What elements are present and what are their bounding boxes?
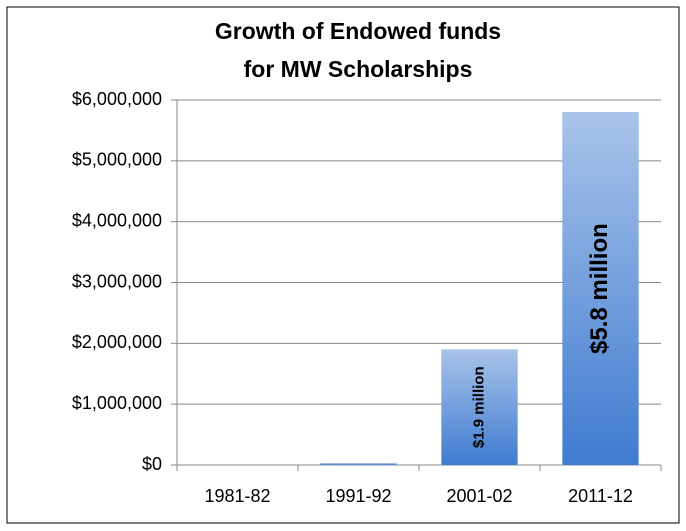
x-tick-label: 1991-92 [325,486,391,506]
y-tick-label: $5,000,000 [72,150,162,170]
x-tick-label: 2001-02 [446,486,512,506]
x-tick-label: 2011-12 [568,486,633,506]
y-tick-label: $3,000,000 [72,271,162,291]
data-label: $5.8 million [586,223,613,354]
data-label: $1.9 million [470,366,487,448]
chart-title: Growth of Endowed funds [215,18,501,44]
x-tick-label: 1981-82 [204,486,270,506]
bar-shine [320,463,397,465]
y-tick-label: $4,000,000 [72,210,162,230]
bar-shine [441,349,518,465]
y-tick-label: $0 [142,454,162,474]
y-tick-label: $2,000,000 [72,332,162,352]
chart-title: for MW Scholarships [244,56,473,82]
y-tick-label: $1,000,000 [72,393,162,413]
y-tick-label: $6,000,000 [72,89,162,109]
bar-shine [562,112,639,466]
